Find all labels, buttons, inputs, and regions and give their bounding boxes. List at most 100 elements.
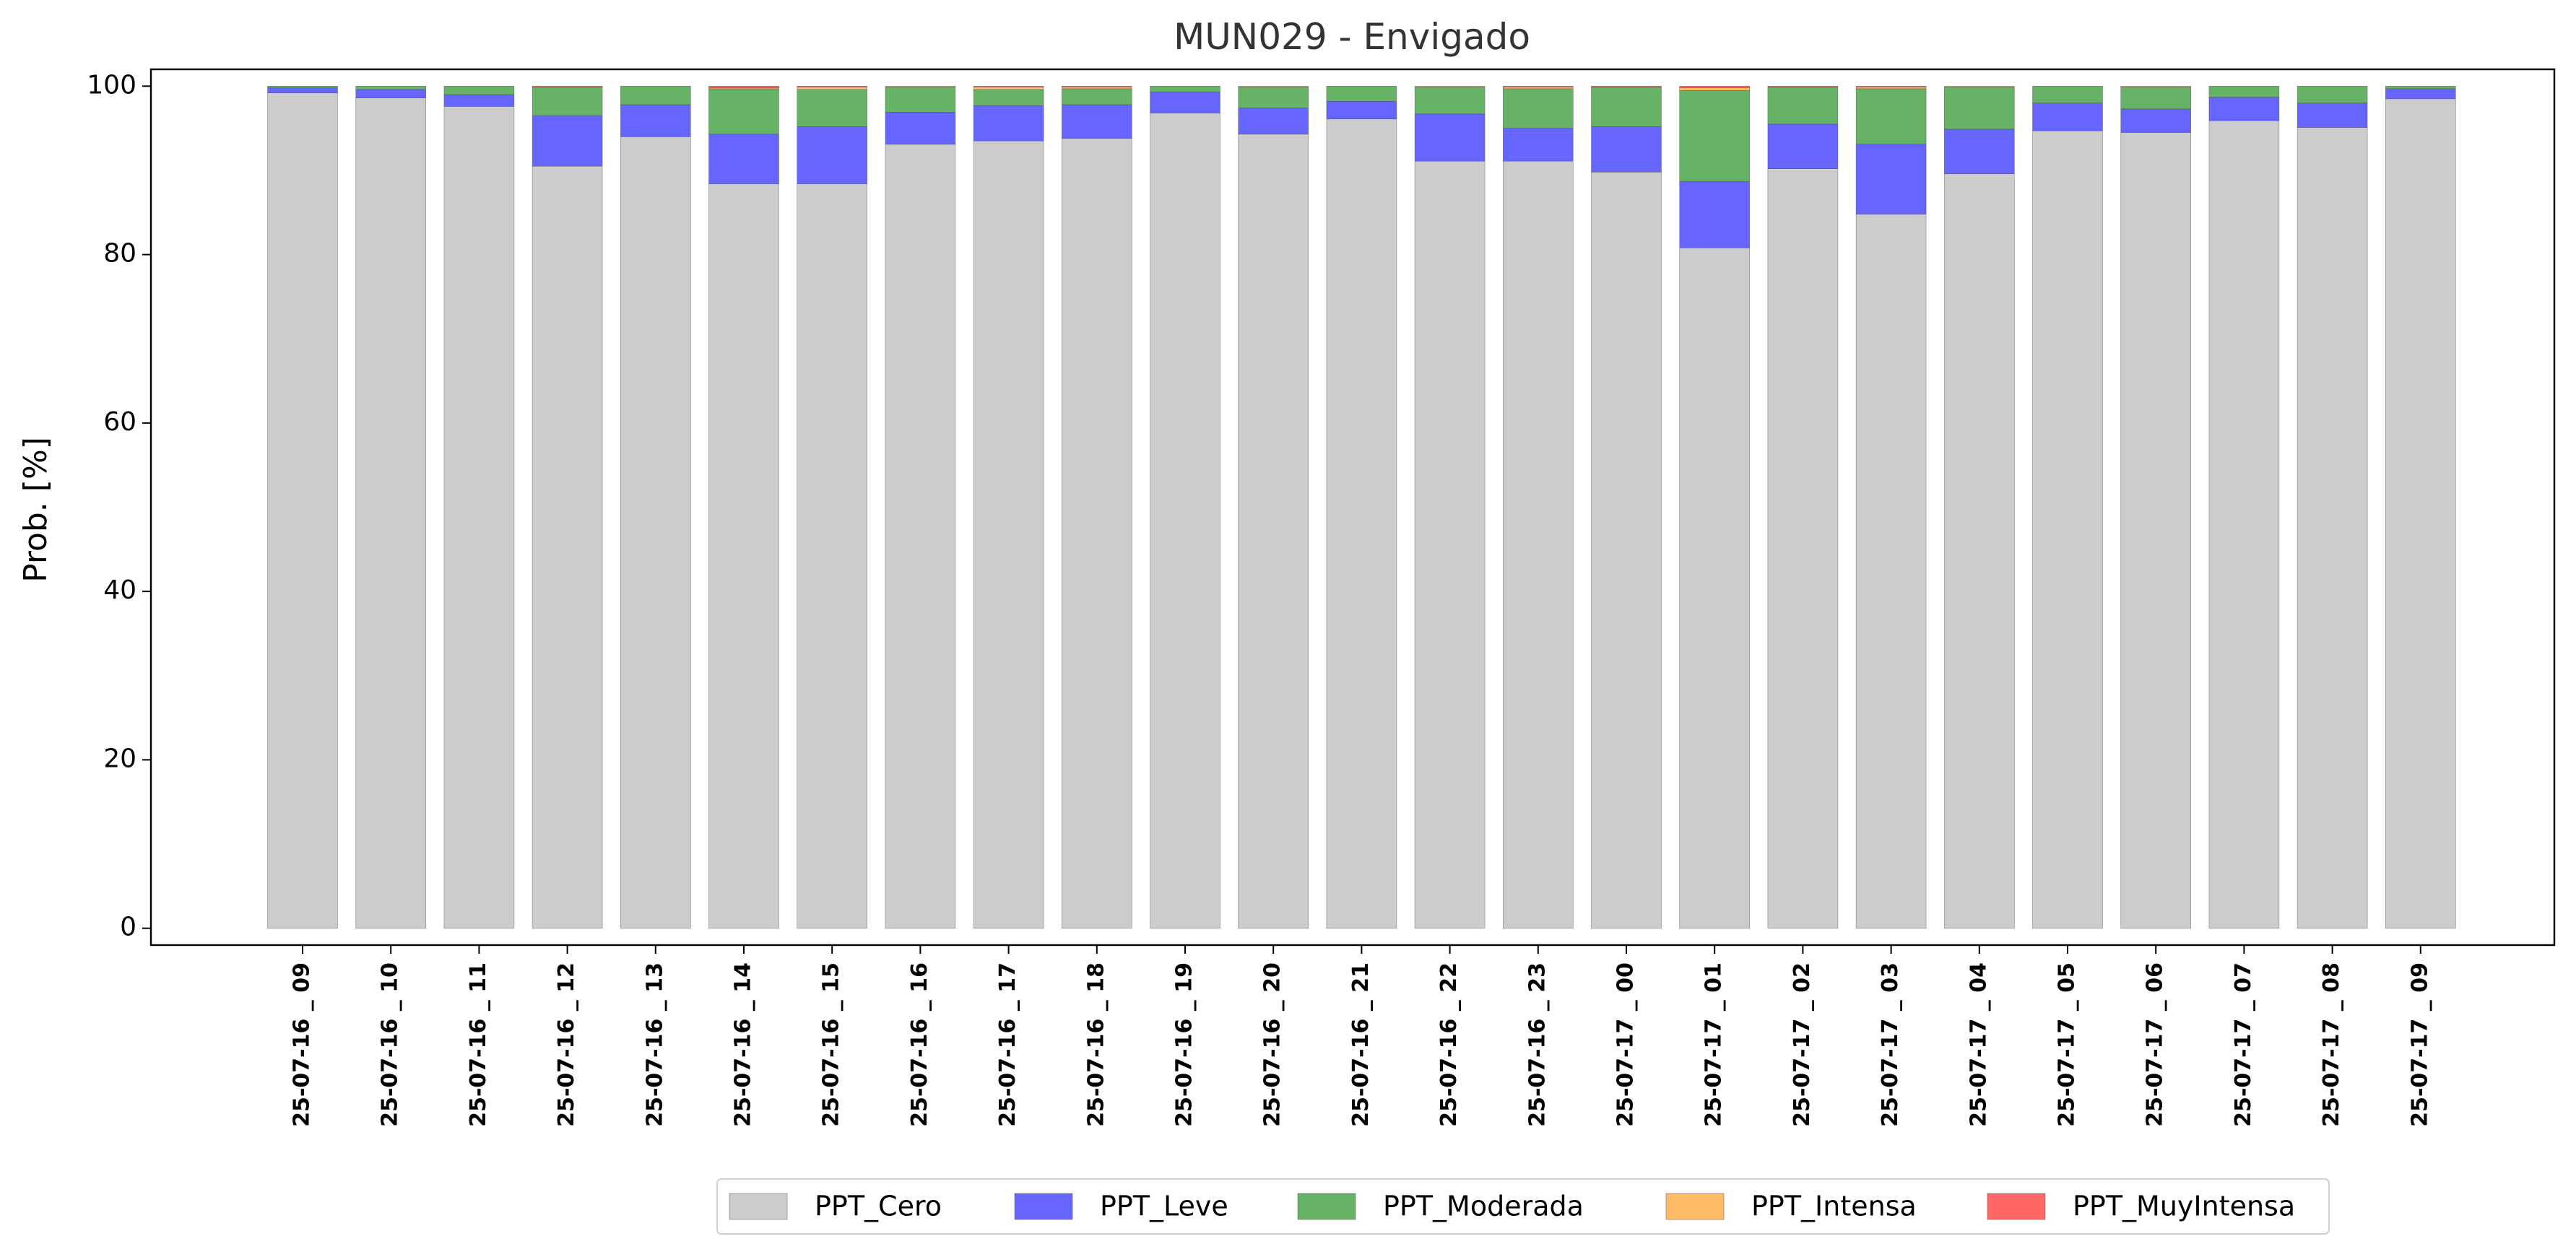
bar-ppt-cero — [2297, 127, 2368, 928]
bar-ppt-intensa — [1414, 86, 1486, 87]
bar-ppt-muyintensa — [1503, 86, 1574, 87]
x-tick-label: 25-07-16 _ 09 — [290, 962, 315, 1127]
bar-ppt-moderada — [267, 86, 338, 88]
bar-ppt-cero — [267, 92, 338, 929]
x-tick-label: 25-07-16 _ 17 — [995, 962, 1020, 1127]
bar-ppt-muyintensa — [1855, 86, 1927, 87]
bar-ppt-leve — [1944, 129, 2015, 174]
bar-ppt-muyintensa — [708, 86, 779, 88]
bar-ppt-leve — [1062, 104, 1132, 139]
x-tick-label: 25-07-17 _ 07 — [2231, 962, 2256, 1127]
bar-ppt-moderada — [1062, 88, 1132, 105]
legend-swatch — [1665, 1193, 1725, 1220]
legend-box — [716, 1178, 2330, 1235]
bar-ppt-intensa — [885, 86, 956, 87]
bar-ppt-cero — [620, 136, 691, 928]
bar-ppt-moderada — [1679, 90, 1750, 182]
x-tick-label: 25-07-16 _ 22 — [1436, 962, 1462, 1127]
x-tick-label: 25-07-16 _ 11 — [466, 962, 491, 1127]
bar-ppt-leve — [2385, 88, 2456, 100]
y-tick-label: 20 — [103, 744, 136, 773]
bar-ppt-cero — [1326, 118, 1397, 928]
bar-ppt-leve — [2032, 103, 2103, 131]
bar-ppt-moderada — [708, 88, 779, 135]
bar-ppt-moderada — [443, 86, 515, 95]
bar-ppt-leve — [1679, 180, 1750, 248]
legend-label: PPT_Leve — [1100, 1191, 1228, 1222]
bar-ppt-leve — [1414, 113, 1486, 162]
bar-ppt-moderada — [2208, 86, 2280, 97]
bar-ppt-cero — [1062, 138, 1132, 928]
chart-title: MUN029 - Envigado — [1174, 16, 1530, 58]
bar-ppt-intensa — [1679, 87, 1750, 91]
bar-ppt-leve — [1503, 128, 1574, 162]
bar-ppt-leve — [708, 134, 779, 184]
legend-swatch — [1297, 1193, 1356, 1220]
bar-ppt-cero — [355, 97, 427, 929]
bar-ppt-cero — [797, 183, 867, 928]
bar-ppt-muyintensa — [797, 86, 867, 87]
bar-ppt-moderada — [1855, 88, 1927, 145]
x-tick-label: 25-07-17 _ 08 — [2319, 962, 2344, 1127]
y-tick-label: 40 — [103, 575, 136, 605]
bar-ppt-leve — [2208, 97, 2280, 121]
bar-ppt-leve — [355, 89, 427, 98]
y-tick-label: 0 — [120, 913, 136, 942]
bar-ppt-moderada — [1591, 87, 1662, 127]
x-tick-label: 25-07-16 _ 13 — [642, 962, 667, 1127]
legend-label: PPT_MuyIntensa — [2073, 1191, 2295, 1222]
legend-label: PPT_Intensa — [1751, 1191, 1917, 1222]
legend: PPT_Cero PPT_Leve PPT_Moderada PPT_Intensa P… — [716, 1178, 2330, 1235]
bar-ppt-cero — [2032, 130, 2103, 928]
y-tick-label: 100 — [87, 70, 136, 100]
x-axis: 25-07-16 _ 09 25-07-16 _ 10 25-07-16 _ 11 2… — [290, 945, 2432, 1127]
bar-ppt-intensa — [1944, 86, 2015, 87]
bar-ppt-moderada — [797, 89, 867, 127]
x-tick-label: 25-07-16 _ 15 — [819, 962, 844, 1127]
bar-ppt-moderada — [1238, 87, 1309, 108]
bar-ppt-leve — [267, 87, 338, 93]
x-tick-label: 25-07-16 _ 21 — [1348, 962, 1374, 1127]
bar-ppt-moderada — [532, 87, 603, 116]
bar-ppt-cero — [1591, 172, 1662, 928]
bar-ppt-muyintensa — [532, 86, 603, 87]
plot-frame — [149, 68, 2556, 947]
bar-ppt-leve — [1767, 123, 1839, 169]
x-tick-label: 25-07-16 _ 23 — [1525, 962, 1550, 1127]
bar-ppt-cero — [708, 183, 779, 928]
bar-ppt-muyintensa — [1679, 86, 1750, 88]
y-tick-label: 60 — [103, 407, 136, 437]
bar-ppt-muyintensa — [1062, 86, 1132, 87]
x-tick-label: 25-07-17 _ 01 — [1701, 962, 1727, 1127]
bar-ppt-moderada — [1150, 86, 1220, 92]
bar-ppt-leve — [797, 126, 867, 184]
bar-ppt-leve — [2120, 108, 2191, 133]
bar-ppt-cero — [885, 144, 956, 928]
x-tick-label: 25-07-16 _ 14 — [731, 962, 756, 1127]
y-axis-label: Prob. [%] — [17, 437, 54, 583]
bar-ppt-cero — [443, 106, 515, 928]
y-tick-label: 80 — [103, 239, 136, 269]
x-tick-label: 25-07-16 _ 18 — [1083, 962, 1109, 1127]
bar-ppt-leve — [1326, 101, 1397, 120]
bar-ppt-moderada — [1414, 87, 1486, 115]
plot-area — [149, 68, 2556, 947]
bar-ppt-moderada — [1326, 86, 1397, 102]
bar-ppt-cero — [1503, 160, 1574, 928]
legend-swatch — [1014, 1193, 1073, 1220]
bar-ppt-leve — [2297, 103, 2368, 128]
x-tick-label: 25-07-16 _ 20 — [1260, 962, 1285, 1127]
x-tick-label: 25-07-17 _ 06 — [2143, 962, 2168, 1127]
bar-ppt-moderada — [2120, 87, 2191, 110]
bar-ppt-intensa — [797, 87, 867, 90]
bar-ppt-cero — [1414, 160, 1486, 928]
x-tick-label: 25-07-17 _ 00 — [1613, 962, 1639, 1127]
bar-ppt-cero — [1855, 214, 1927, 928]
bar-ppt-cero — [532, 165, 603, 928]
bar-ppt-cero — [1944, 173, 2015, 928]
bar-ppt-muyintensa — [1591, 86, 1662, 87]
bar-ppt-leve — [885, 112, 956, 145]
bar-ppt-muyintensa — [1767, 86, 1839, 87]
bar-ppt-moderada — [620, 86, 691, 105]
